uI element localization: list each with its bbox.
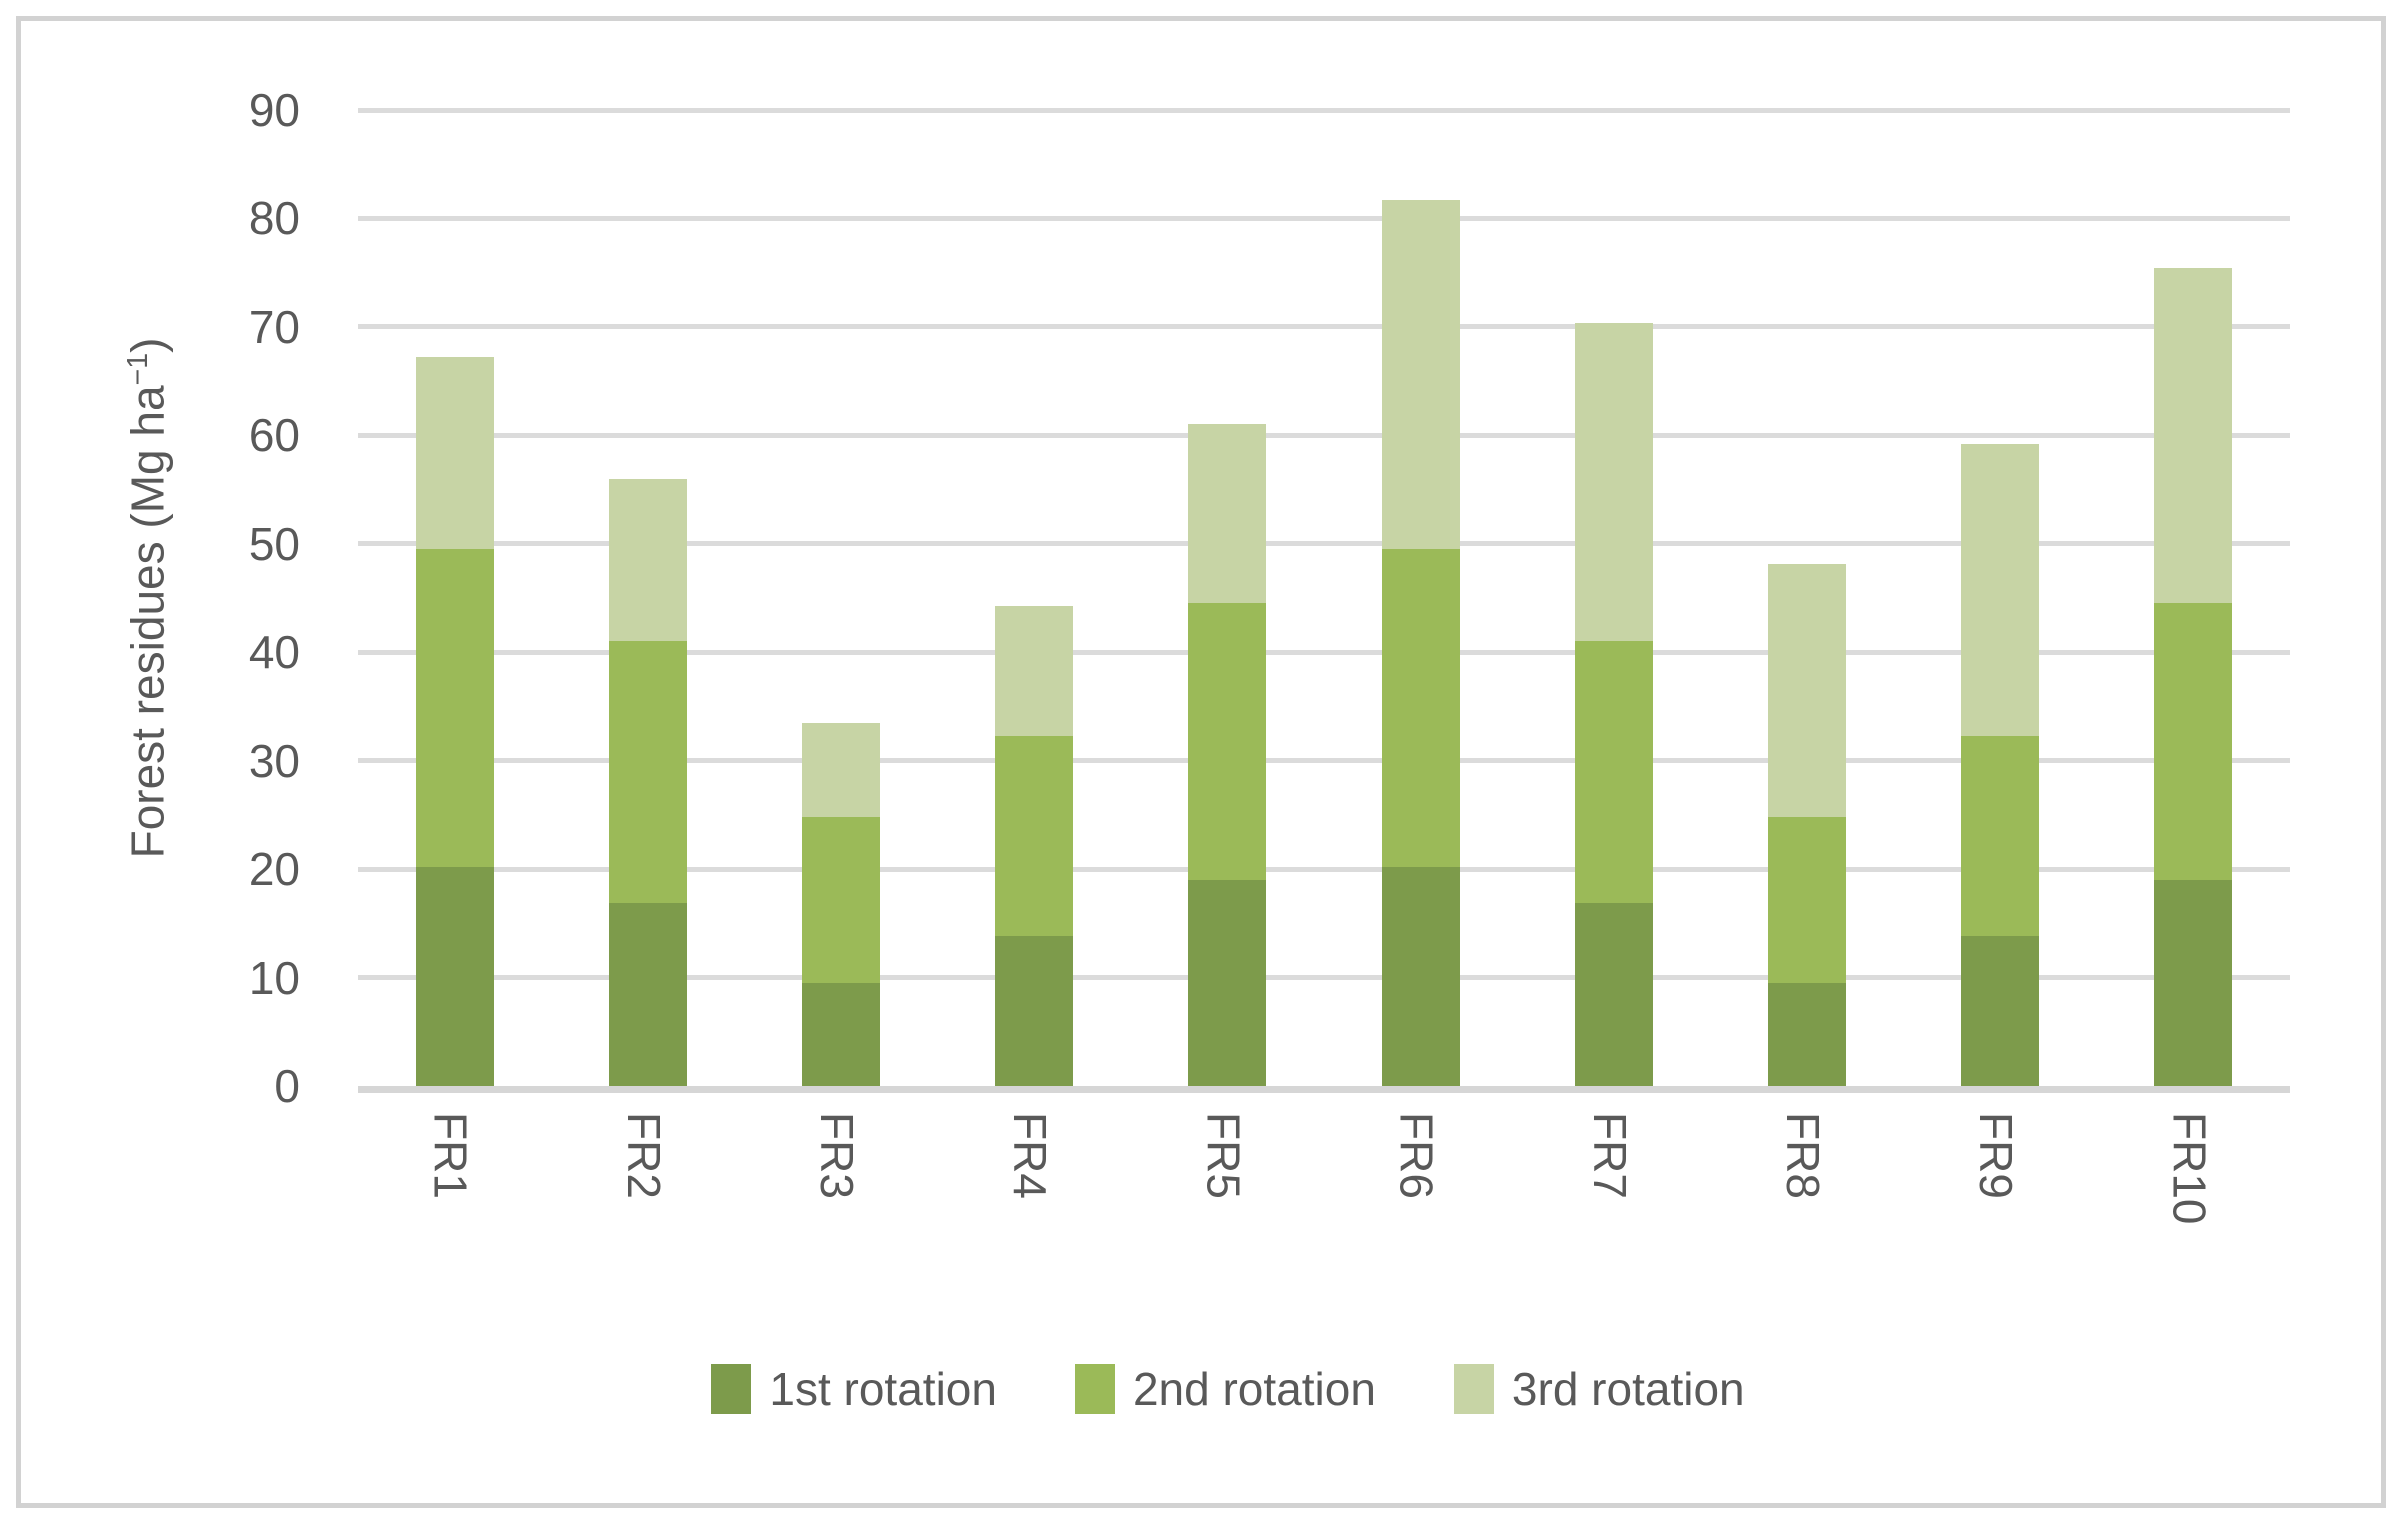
bar-segment-FR2-2nd-rotation: [608, 641, 687, 903]
x-axis-label-FR7: FR7: [1583, 1112, 1636, 1199]
bar-segment-FR6-3rd-rotation: [1381, 200, 1460, 550]
y-tick-label-60: 60: [248, 409, 300, 462]
x-axis-label-FR1: FR1: [424, 1112, 477, 1199]
legend-swatch-icon: [1074, 1364, 1115, 1414]
bar-segment-FR10-3rd-rotation: [2154, 268, 2233, 604]
gridline-70: [358, 324, 2290, 330]
gridline-20: [358, 866, 2290, 872]
bar-segment-FR9-1st-rotation: [1961, 936, 2040, 1086]
y-tick-label-70: 70: [248, 300, 300, 353]
gridline-80: [358, 215, 2290, 221]
legend-item-1st-rotation: 1st rotation: [711, 1362, 997, 1416]
legend-swatch-icon: [1453, 1364, 1494, 1414]
gridline-10: [358, 975, 2290, 981]
bar-segment-FR5-2nd-rotation: [1188, 603, 1267, 880]
legend-label: 2nd rotation: [1132, 1363, 1376, 1415]
x-axis-label-FR2: FR2: [617, 1112, 670, 1199]
legend-item-3rd-rotation: 3rd rotation: [1453, 1362, 1745, 1416]
bar-segment-FR2-1st-rotation: [608, 902, 687, 1086]
bar-segment-FR7-2nd-rotation: [1574, 641, 1653, 903]
y-tick-label-20: 20: [248, 843, 300, 896]
bar-segment-FR3-1st-rotation: [802, 982, 880, 1086]
bar-segment-FR8-3rd-rotation: [1768, 564, 1846, 818]
y-axis-title-superscript: −1: [122, 352, 154, 386]
legend-label: 3rd rotation: [1511, 1363, 1745, 1415]
bar-segment-FR6-2nd-rotation: [1381, 549, 1460, 867]
y-tick-label-40: 40: [248, 626, 300, 679]
bar-segment-FR3-3rd-rotation: [802, 722, 880, 818]
bar-segment-FR8-2nd-rotation: [1768, 817, 1846, 983]
x-axis-label-FR9: FR9: [1970, 1112, 2023, 1199]
legend-label: 1st rotation: [769, 1363, 997, 1415]
x-axis-label-FR3: FR3: [811, 1112, 863, 1199]
bar-segment-FR10-1st-rotation: [2154, 879, 2233, 1086]
bar-segment-FR1-3rd-rotation: [415, 357, 494, 550]
y-tick-label-10: 10: [248, 951, 300, 1004]
chart-legend: 1st rotation 2nd rotation 3rd rotation: [54, 1362, 2402, 1416]
gridline-40: [358, 649, 2290, 655]
bar-segment-FR2-3rd-rotation: [608, 478, 687, 642]
x-axis-label-FR5: FR5: [1197, 1112, 1250, 1199]
x-axis-line: [358, 1086, 2290, 1093]
bar-segment-FR4-1st-rotation: [995, 936, 1074, 1086]
x-axis-label-FR6: FR6: [1390, 1112, 1443, 1199]
bar-segment-FR4-2nd-rotation: [995, 735, 1074, 937]
x-axis-label-FR8: FR8: [1777, 1112, 1829, 1199]
bar-segment-FR4-3rd-rotation: [995, 605, 1074, 736]
x-axis-label-FR10: FR10: [2163, 1112, 2216, 1225]
bar-segment-FR3-2nd-rotation: [802, 817, 880, 983]
bar-segment-FR7-3rd-rotation: [1574, 322, 1653, 642]
bar-segment-FR5-1st-rotation: [1188, 879, 1267, 1086]
y-tick-label-30: 30: [248, 734, 300, 787]
y-tick-label-50: 50: [248, 517, 300, 570]
bar-segment-FR1-2nd-rotation: [415, 549, 494, 867]
y-tick-label-90: 90: [248, 84, 300, 136]
y-axis-title: Forest residues (Mg ha−1): [108, 110, 173, 1086]
bar-segment-FR8-1st-rotation: [1768, 982, 1846, 1086]
bar-segment-FR6-1st-rotation: [1381, 866, 1460, 1086]
bar-segment-FR7-1st-rotation: [1574, 902, 1653, 1086]
bar-segment-FR10-2nd-rotation: [2154, 603, 2233, 880]
legend-swatch-icon: [711, 1364, 752, 1414]
y-tick-label-80: 80: [248, 192, 300, 245]
x-axis-label-FR4: FR4: [1004, 1112, 1057, 1199]
gridline-50: [358, 541, 2290, 547]
bar-segment-FR9-3rd-rotation: [1961, 444, 2040, 736]
bar-segment-FR5-3rd-rotation: [1188, 424, 1267, 604]
gridline-60: [358, 432, 2290, 438]
bar-segment-FR9-2nd-rotation: [1961, 735, 2040, 937]
chart-border: [16, 16, 2386, 1508]
legend-item-2nd-rotation: 2nd rotation: [1074, 1362, 1376, 1416]
gridline-30: [358, 758, 2290, 764]
bar-segment-FR1-1st-rotation: [415, 866, 494, 1086]
y-tick-label-0: 0: [274, 1060, 300, 1112]
gridline-90: [358, 107, 2290, 113]
